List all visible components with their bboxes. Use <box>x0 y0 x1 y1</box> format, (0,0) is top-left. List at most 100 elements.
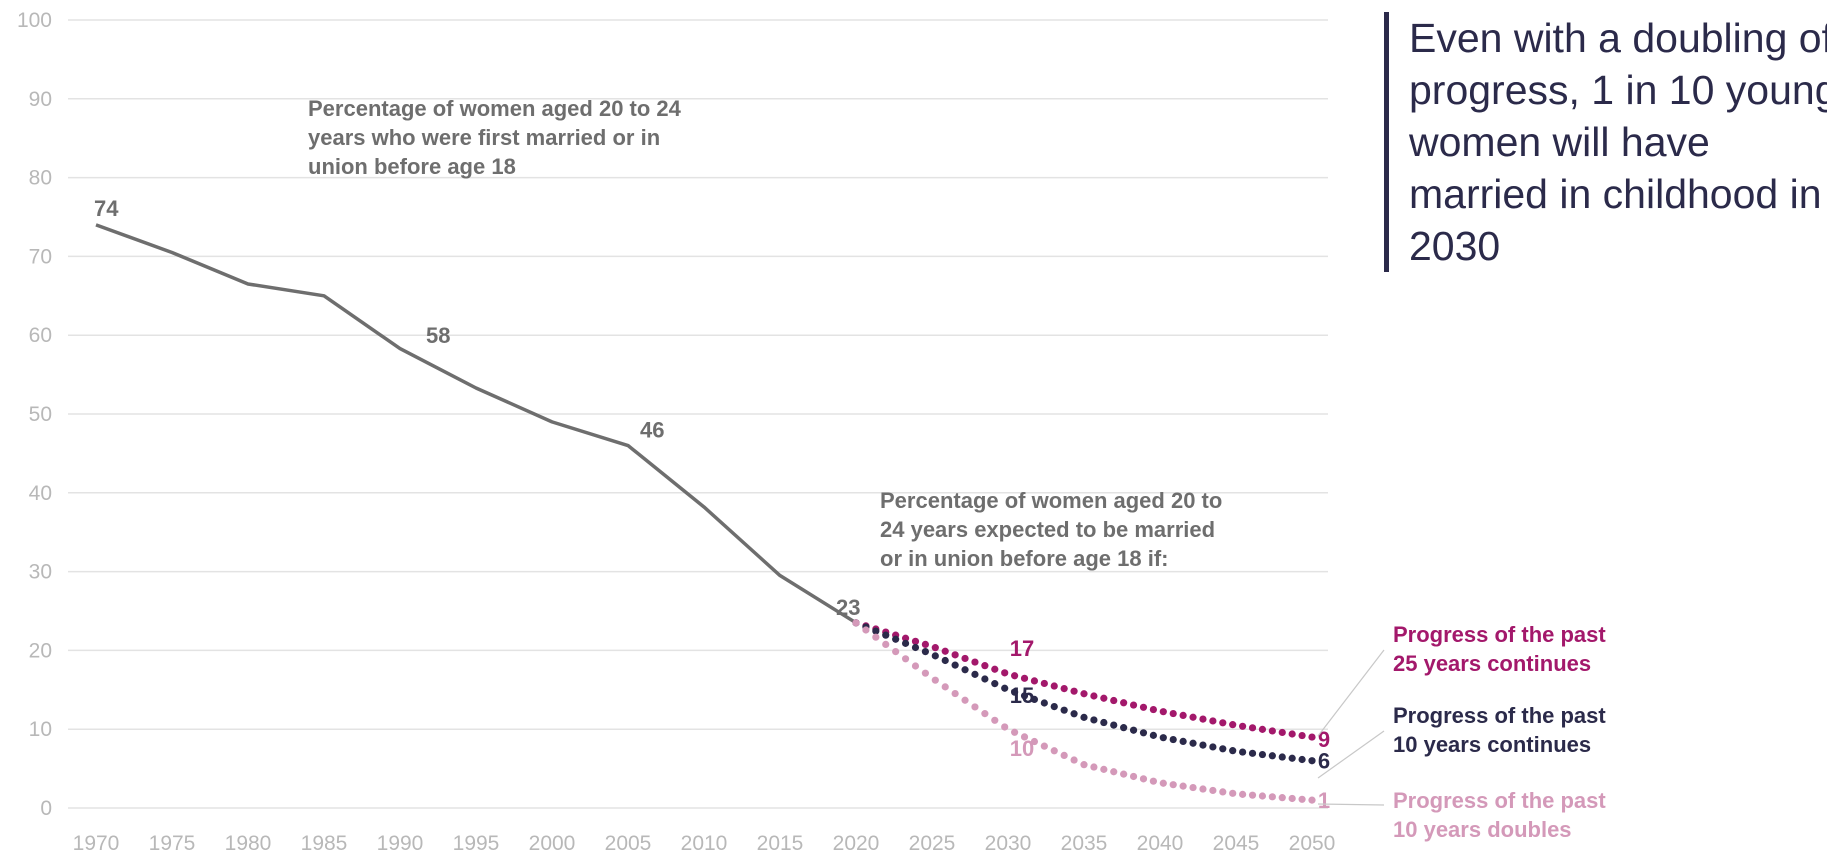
legend-label: Progress of the past <box>1393 788 1606 813</box>
projection-dot <box>1149 705 1157 714</box>
projection-dot <box>1020 692 1029 700</box>
projection-dot <box>1060 751 1068 760</box>
projection-dot <box>1090 716 1098 724</box>
projection-dot <box>1278 753 1286 761</box>
y-tick-label: 40 <box>29 482 52 505</box>
projection-dot <box>1229 747 1237 755</box>
projection-dot <box>1149 731 1157 739</box>
legend-label: Progress of the past <box>1393 703 1606 728</box>
annotation: Percentage of women aged 20 to 24 years e… <box>880 488 1222 571</box>
leader-line <box>1317 730 1385 779</box>
projection-dot <box>991 716 999 724</box>
projection-dot <box>1209 786 1217 795</box>
y-tick-label: 30 <box>29 561 52 584</box>
projection-dot <box>1011 688 1019 696</box>
projection-dot <box>1090 692 1098 700</box>
projection-dot <box>931 644 939 652</box>
y-tick-label: 50 <box>29 403 52 426</box>
projection-dot <box>1080 761 1088 769</box>
projection-dot <box>1139 703 1148 711</box>
projection-dot <box>1011 672 1019 680</box>
projection-dot <box>1030 695 1039 703</box>
projection-dot <box>911 637 920 645</box>
x-tick-label: 2035 <box>1061 832 1108 855</box>
annotation-line: 24 years expected to be married <box>880 517 1215 542</box>
projection-dot <box>1288 794 1296 803</box>
projection-dot <box>1189 783 1197 792</box>
projection-dot <box>1020 674 1029 682</box>
projection-dot <box>1080 713 1088 721</box>
projection-dot <box>1268 793 1276 801</box>
projection-dot <box>1179 782 1187 790</box>
projection-dot <box>1268 727 1276 735</box>
projection-dot <box>1110 768 1118 776</box>
x-tick-label: 1995 <box>453 832 500 855</box>
projection-dot <box>1120 699 1128 707</box>
projection-dot <box>1001 684 1009 692</box>
projection-dot <box>1278 794 1286 802</box>
legend-item: Progress of the past 10 years doubles <box>1317 788 1606 842</box>
y-tick-label: 20 <box>29 639 52 662</box>
projection-dot <box>1179 737 1187 745</box>
legend: Progress of the past 25 years continues Pr… <box>1317 622 1606 842</box>
projection-dot <box>1040 742 1048 750</box>
annotation: Percentage of women aged 20 to 24 years w… <box>308 96 682 179</box>
annotation-group: Percentage of women aged 20 to 24 years w… <box>308 96 1222 571</box>
data-label: 10 <box>1010 736 1034 761</box>
projection-dot <box>1268 752 1276 760</box>
projection-dot <box>1219 788 1227 796</box>
projection-dot <box>1149 777 1157 785</box>
data-label: 6 <box>1318 749 1330 774</box>
projection-dot <box>1001 723 1009 731</box>
projection-dot <box>1209 717 1217 725</box>
series-group: 74 58 46 23 17 9 15 6 10 1 <box>94 196 1330 813</box>
projection-dot <box>911 662 920 670</box>
leader-line <box>1317 649 1385 737</box>
projection-dot <box>1169 781 1177 789</box>
projection-dot <box>1189 713 1197 721</box>
projection-dot <box>1060 685 1068 693</box>
y-tick-label: 0 <box>40 797 52 820</box>
x-tick-label: 1980 <box>225 832 272 855</box>
x-tick-label: 2015 <box>757 832 804 855</box>
x-tick-label: 2040 <box>1137 832 1184 855</box>
projection-dot <box>1159 708 1167 716</box>
x-tick-label: 1970 <box>73 832 120 855</box>
gridlines <box>68 19 1328 809</box>
projection-dot <box>1258 725 1267 733</box>
projection-dot <box>1159 779 1167 787</box>
projection-dot <box>1100 718 1108 727</box>
projection-dot <box>1070 710 1078 718</box>
projection-dot <box>971 670 979 678</box>
annotation-line: years who were first married or in <box>308 125 660 150</box>
projection-dot <box>1110 696 1118 705</box>
projection-dot <box>882 640 890 649</box>
projection-dot <box>1239 722 1247 730</box>
data-label: 1 <box>1318 788 1330 813</box>
projection-dot <box>1199 785 1207 793</box>
headline-text: Even with a doubling of progress, 1 in 1… <box>1409 15 1827 269</box>
projection-dot <box>1219 745 1227 753</box>
projection-dot <box>892 635 900 643</box>
x-tick-label: 2005 <box>605 832 652 855</box>
annotation-line: or in union before age 18 if: <box>880 546 1168 571</box>
projection-dot <box>1239 790 1247 798</box>
x-tick-label: 2010 <box>681 832 728 855</box>
projection-dot <box>852 619 860 627</box>
x-axis-ticks: 1970 1975 1980 1985 1990 1995 2000 2005 2010 2015… <box>73 832 1336 855</box>
projection-dot <box>921 669 929 677</box>
projection-dot <box>1169 735 1177 744</box>
historical-line <box>95 223 857 625</box>
data-label: 17 <box>1010 636 1034 661</box>
projection-dot <box>941 656 949 665</box>
projection-dot <box>1030 737 1039 746</box>
projection-dot <box>892 647 900 656</box>
projection-dot <box>1229 789 1237 797</box>
projection-dot <box>1050 747 1058 755</box>
legend-label: 25 years continues <box>1393 651 1591 676</box>
projection-dot <box>1129 701 1138 709</box>
projection-dot <box>1189 739 1197 747</box>
leader-line <box>1317 803 1385 806</box>
projection-dot <box>991 680 999 688</box>
legend-label: Progress of the past <box>1393 622 1606 647</box>
